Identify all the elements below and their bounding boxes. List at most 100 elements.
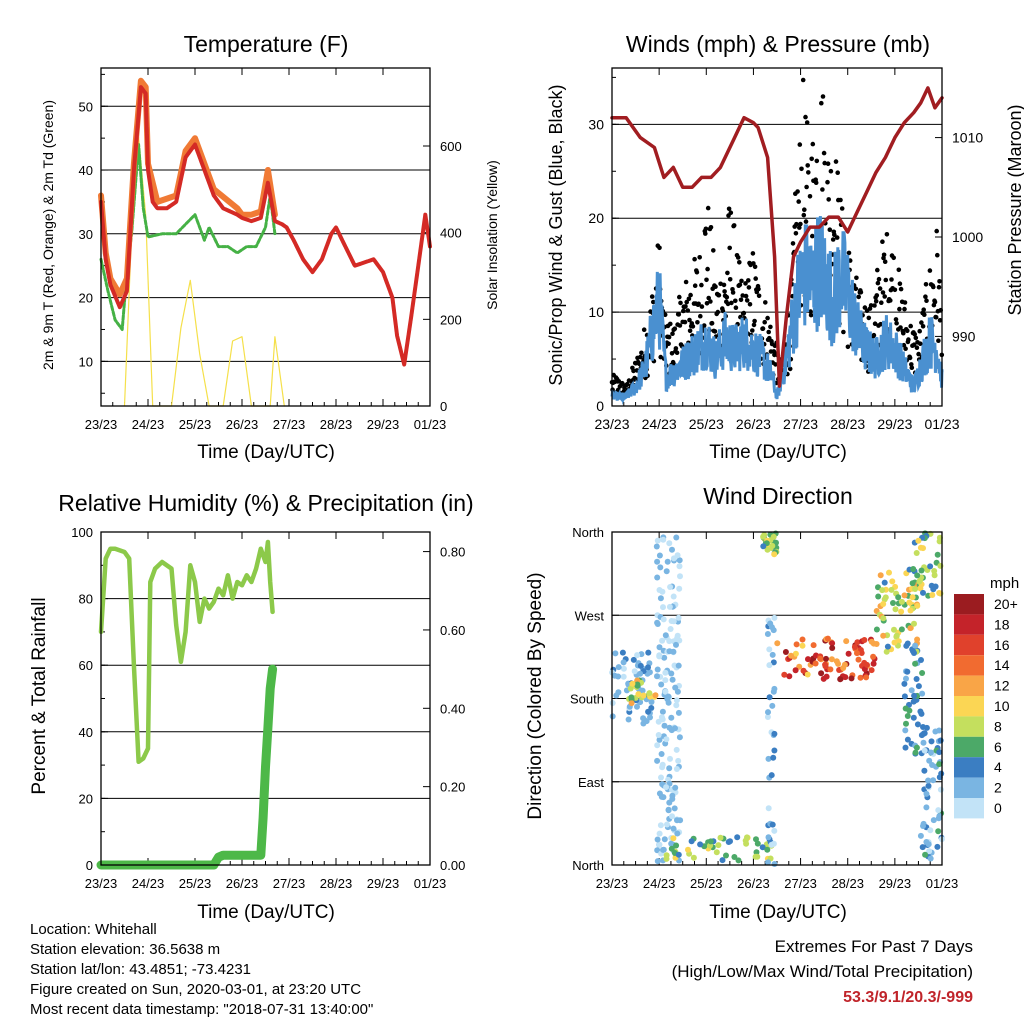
direction-point [890,600,896,606]
direction-point [875,584,881,591]
gust-point [697,254,702,260]
dir-title: Wind Direction [703,483,853,509]
legend-swatch [954,634,984,656]
wind-y2label: Station Pressure (Maroon) [1005,104,1024,315]
direction-point [669,792,676,799]
gust-point [686,296,692,302]
direction-point [661,722,668,729]
direction-point [918,567,925,574]
direction-point [824,635,831,642]
gust-point [687,317,692,323]
wind-plot-area: 0 10 20 30 990 1000 1010 23/23 24/23 25/23 26/23 27… [588,67,983,432]
direction-point [921,747,928,754]
gust-point [827,227,833,232]
direction-point [913,676,920,682]
legend-label: 16 [994,637,1010,653]
wind-y2tick-label: 990 [952,328,976,344]
dir-ytick-label: South [570,692,604,707]
gust-point [884,232,890,237]
direction-point [645,664,651,671]
direction-point [727,838,733,845]
gust-point [751,322,757,328]
direction-point [654,858,661,865]
direction-point [657,595,664,602]
direction-point [764,546,771,553]
gust-point [880,239,885,244]
direction-point [936,813,943,819]
rainfall-line [96,664,278,870]
gust-point [918,341,923,347]
direction-point [928,738,935,745]
wind-frame [611,67,943,407]
wind-xtick-label: 29/23 [877,416,912,432]
direction-point [919,690,926,697]
direction-point [754,853,761,860]
gust-point [683,279,689,285]
direction-point [904,668,911,675]
gust-point [703,231,708,236]
direction-point [662,677,669,684]
direction-point [910,714,917,721]
direction-point [918,657,924,663]
gust-point [834,235,840,240]
direction-point [827,666,834,673]
gust-point [830,237,836,242]
gust-point [909,365,915,371]
direction-point [654,574,661,581]
direction-point [906,707,913,714]
gust-point [893,317,899,322]
direction-point [662,688,669,695]
gust-point [804,120,810,125]
direction-point [662,632,669,639]
gust-point [800,77,806,83]
gust-point [649,294,655,299]
direction-point [938,770,945,777]
gust-point [927,268,933,273]
gust-point [898,286,904,292]
gust-point [676,312,682,317]
direction-point [613,692,620,699]
direction-point [645,708,652,715]
direction-point [648,699,655,705]
dir-ytick-label: West [575,608,605,623]
gust-point [746,285,752,290]
info-latlon: Station lat/lon: 43.4851; -73.4231 [30,961,252,978]
gust-point [874,293,880,298]
pressure-line [610,86,944,388]
rh-xtick-label: 26/23 [226,876,259,891]
gust-point [731,223,737,228]
direction-point [768,841,775,848]
wind-xtick-label: 26/23 [736,416,771,432]
gust-point [768,324,773,330]
gust-point [799,166,804,172]
gust-point [678,300,683,306]
direction-point [723,852,729,859]
direction-point [774,640,781,647]
direction-point [620,673,627,680]
legend-label: 8 [994,718,1002,734]
gust-point [690,324,696,329]
gust-point [750,251,756,256]
direction-point [656,736,663,743]
rh-xtick-label: 29/23 [367,876,400,891]
rh-y2tick-label: 0.00 [440,858,465,873]
gust-point [856,294,861,300]
gust-point [808,312,814,318]
direction-point [907,625,914,632]
direction-point [912,642,919,649]
direction-point [612,650,619,657]
gust-point [631,368,636,374]
gust-point [790,241,796,246]
legend-swatch [954,716,984,737]
rh-ytick-label: 60 [79,658,93,673]
direction-point [769,702,776,709]
direction-point [893,632,900,639]
gust-point [866,315,872,321]
gust-point [766,329,771,335]
gust-point [841,329,846,335]
gust-point [703,226,709,232]
gust-point [820,94,826,99]
direction-point [771,861,778,867]
gust-point [914,345,920,351]
gust-point [741,310,747,316]
